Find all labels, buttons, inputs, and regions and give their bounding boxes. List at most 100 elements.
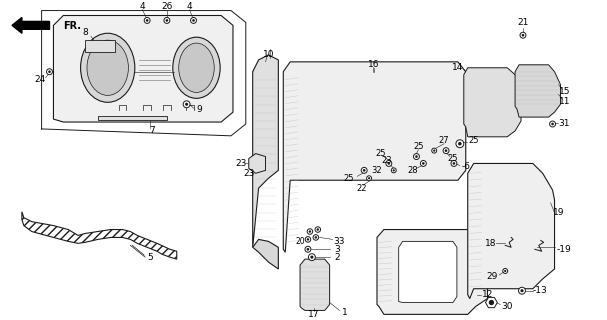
Text: 9: 9	[197, 105, 202, 114]
Text: 19: 19	[553, 208, 565, 217]
Polygon shape	[399, 241, 457, 302]
Circle shape	[445, 149, 447, 152]
Polygon shape	[22, 212, 177, 259]
Circle shape	[521, 34, 524, 36]
Polygon shape	[515, 65, 560, 117]
Circle shape	[386, 161, 392, 166]
Text: 11: 11	[558, 97, 570, 106]
Text: 30: 30	[501, 302, 513, 311]
Text: 15: 15	[558, 87, 570, 96]
Circle shape	[363, 169, 365, 172]
Text: 21: 21	[517, 18, 529, 27]
Circle shape	[393, 169, 395, 172]
Circle shape	[549, 121, 555, 127]
Text: 5: 5	[148, 253, 153, 262]
FancyArrow shape	[12, 18, 50, 33]
Circle shape	[315, 227, 320, 232]
FancyBboxPatch shape	[85, 40, 115, 52]
Circle shape	[305, 237, 311, 242]
FancyBboxPatch shape	[98, 116, 167, 120]
Text: 4: 4	[140, 2, 145, 11]
Circle shape	[504, 270, 506, 272]
Text: 29: 29	[487, 272, 498, 281]
Text: 25: 25	[448, 154, 458, 163]
Ellipse shape	[173, 37, 220, 98]
Circle shape	[458, 142, 461, 146]
Text: 17: 17	[308, 310, 320, 319]
Text: 31: 31	[558, 119, 570, 129]
Circle shape	[191, 18, 197, 23]
Text: 23: 23	[243, 169, 254, 178]
Circle shape	[192, 19, 195, 22]
Circle shape	[413, 154, 419, 159]
Text: FR.: FR.	[63, 21, 81, 31]
Circle shape	[164, 18, 170, 23]
Polygon shape	[253, 239, 279, 269]
Ellipse shape	[178, 43, 214, 92]
Ellipse shape	[81, 33, 135, 102]
Circle shape	[314, 236, 317, 239]
Circle shape	[551, 123, 554, 125]
Text: 16: 16	[368, 60, 380, 69]
Text: 23: 23	[235, 159, 246, 168]
Text: 14: 14	[452, 63, 464, 72]
Text: 25: 25	[344, 174, 354, 183]
Circle shape	[185, 103, 188, 106]
Circle shape	[309, 230, 311, 233]
Circle shape	[387, 162, 390, 165]
Circle shape	[307, 238, 309, 241]
Text: 25: 25	[376, 149, 386, 158]
Circle shape	[520, 289, 524, 292]
Polygon shape	[377, 229, 487, 314]
Circle shape	[368, 177, 370, 179]
Circle shape	[443, 148, 449, 154]
Text: -6: -6	[461, 162, 470, 171]
Circle shape	[453, 162, 455, 165]
Text: -19: -19	[557, 245, 572, 254]
Polygon shape	[249, 154, 265, 173]
Polygon shape	[283, 62, 466, 252]
Circle shape	[48, 70, 51, 73]
Polygon shape	[300, 259, 330, 310]
Circle shape	[451, 161, 457, 166]
Text: 8: 8	[82, 28, 88, 37]
Polygon shape	[253, 55, 279, 247]
Circle shape	[367, 176, 371, 181]
Text: 26: 26	[161, 2, 172, 11]
Circle shape	[144, 18, 150, 23]
Text: 33: 33	[334, 237, 345, 246]
Circle shape	[166, 19, 168, 22]
Circle shape	[361, 167, 367, 173]
Circle shape	[422, 162, 425, 165]
Circle shape	[305, 246, 311, 252]
Circle shape	[146, 19, 149, 22]
Text: 7: 7	[149, 126, 155, 135]
Ellipse shape	[87, 40, 129, 95]
Text: 28: 28	[407, 166, 418, 175]
Circle shape	[518, 287, 526, 294]
Text: 12: 12	[482, 290, 493, 299]
Circle shape	[489, 300, 494, 305]
Polygon shape	[486, 297, 497, 308]
Circle shape	[317, 228, 319, 231]
Circle shape	[307, 229, 313, 234]
Text: 25: 25	[469, 136, 479, 145]
Text: 23: 23	[382, 156, 392, 165]
Text: 25: 25	[413, 142, 424, 151]
Polygon shape	[468, 164, 555, 299]
Text: 24: 24	[34, 75, 46, 84]
Circle shape	[415, 155, 418, 158]
Text: 20: 20	[295, 237, 305, 246]
Text: 4: 4	[187, 2, 192, 11]
Circle shape	[456, 140, 464, 148]
Circle shape	[183, 101, 190, 108]
Text: 1: 1	[342, 308, 347, 317]
Circle shape	[392, 168, 396, 173]
Text: 3: 3	[334, 245, 341, 254]
Polygon shape	[464, 68, 521, 137]
Text: 18: 18	[484, 239, 496, 248]
Circle shape	[520, 32, 526, 38]
Circle shape	[307, 248, 310, 251]
Circle shape	[310, 256, 313, 259]
Polygon shape	[53, 15, 233, 122]
